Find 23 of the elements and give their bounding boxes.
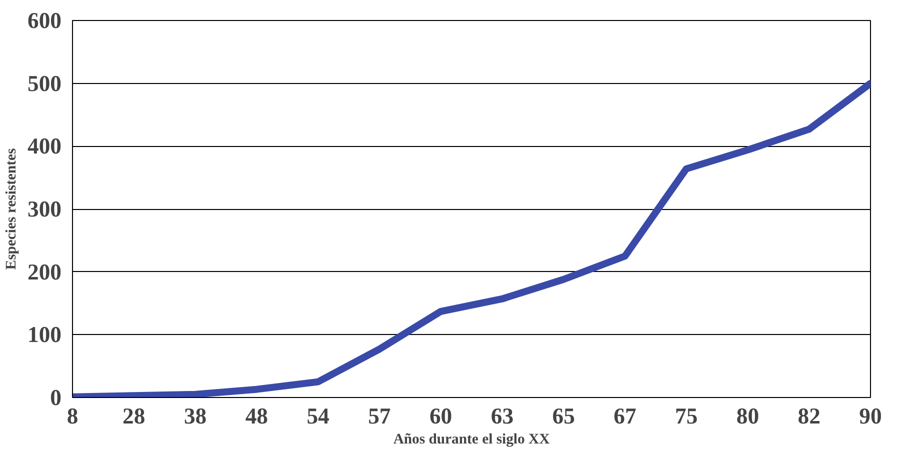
x-tick-label: 8	[66, 404, 78, 428]
x-tick-label: 63	[490, 404, 514, 428]
y-tick-label: 600	[28, 8, 62, 33]
x-tick-label: 75	[675, 404, 698, 428]
y-tick-label: 400	[28, 134, 62, 159]
x-tick-label: 65	[552, 404, 575, 428]
x-tick-label: 54	[306, 404, 330, 428]
x-tick-label: 38	[184, 404, 207, 428]
y-tick-label: 300	[28, 196, 62, 222]
x-tick-label: 60	[429, 404, 452, 428]
y-tick-label: 0	[50, 385, 62, 410]
x-tick-label: 57	[368, 404, 391, 428]
x-tick-label: 28	[122, 404, 146, 428]
x-tick-label: 80	[736, 404, 760, 428]
y-axis-title: Especies resistentes	[4, 148, 20, 270]
y-tick-label: 200	[28, 259, 62, 284]
x-tick-label: 48	[245, 404, 268, 428]
y-tick-label: 500	[28, 70, 62, 96]
x-tick-label: 82	[798, 404, 820, 428]
y-tick-label: 100	[28, 322, 62, 348]
x-tick-label: 90	[859, 404, 882, 428]
x-tick-label: 67	[614, 404, 636, 428]
x-axis-title: Años durante el siglo XX	[393, 432, 550, 448]
